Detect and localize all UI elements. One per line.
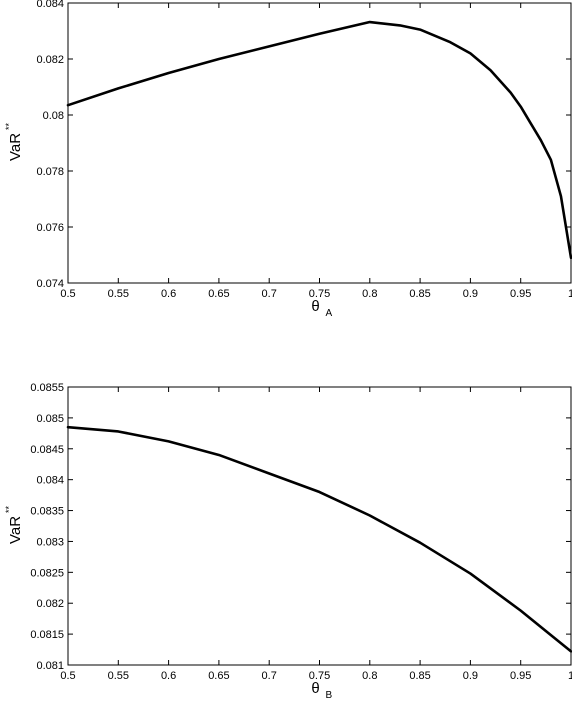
x-tick-label: 0.65 bbox=[208, 670, 229, 682]
y-tick-label: 0.081 bbox=[36, 660, 64, 672]
x-tick-label: 0.5 bbox=[60, 670, 75, 682]
y-tick-label: 0.08 bbox=[43, 110, 64, 122]
y-axis-label-superscript: ** bbox=[4, 505, 14, 513]
axes-frame bbox=[67, 386, 572, 666]
y-tick-label: 0.0835 bbox=[30, 506, 64, 518]
y-tick-label: 0.0825 bbox=[30, 567, 64, 579]
y-tick-label: 0.082 bbox=[36, 598, 64, 610]
x-axis-label-subscript: B bbox=[326, 690, 333, 701]
y-axis-label: VaR bbox=[7, 516, 24, 544]
y-tick-label: 0.082 bbox=[36, 54, 64, 66]
y-tick-label: 0.0855 bbox=[30, 382, 64, 394]
x-tick-label: 0.85 bbox=[409, 288, 430, 300]
y-tick-label: 0.0815 bbox=[30, 629, 64, 641]
x-axis-label-subscript: A bbox=[326, 308, 333, 319]
x-tick-label: 0.6 bbox=[161, 288, 176, 300]
x-tick-label: 0.65 bbox=[208, 288, 229, 300]
x-tick-label: 0.8 bbox=[362, 288, 377, 300]
x-tick-label: 0.9 bbox=[463, 670, 478, 682]
y-tick-label: 0.084 bbox=[36, 0, 64, 10]
y-tick-label: 0.076 bbox=[36, 222, 64, 234]
x-tick-label: 0.75 bbox=[309, 288, 330, 300]
y-tick-label: 0.078 bbox=[36, 166, 64, 178]
x-tick-label: 0.7 bbox=[262, 288, 277, 300]
plot-theta-b: 0.5 0.55 0.6 0.65 0.7 0.75 0.8 0.85 0.9 0.95 1 0.08… bbox=[4, 382, 572, 701]
x-tick-label: 0.5 bbox=[60, 288, 75, 300]
x-tick-label: 0.55 bbox=[108, 670, 129, 682]
x-tick-label: 0.95 bbox=[510, 670, 531, 682]
x-tick-label: 1 bbox=[568, 670, 572, 682]
x-axis-label: θ bbox=[311, 298, 319, 315]
y-tick-label: 0.085 bbox=[36, 413, 64, 425]
y-tick-label: 0.074 bbox=[36, 278, 64, 290]
y-axis-label-superscript: ** bbox=[4, 122, 14, 130]
x-tick-label: 0.9 bbox=[463, 288, 478, 300]
x-tick-label: 0.7 bbox=[262, 670, 277, 682]
plot-theta-a: 0.5 0.55 0.6 0.65 0.7 0.75 0.8 0.85 0.9 0.95 1 0.07… bbox=[4, 0, 572, 319]
x-tick-label: 0.95 bbox=[510, 288, 531, 300]
y-tick-label: 0.0845 bbox=[30, 444, 64, 456]
x-tick-label: 0.6 bbox=[161, 670, 176, 682]
x-tick-label: 0.75 bbox=[309, 670, 330, 682]
x-tick-label: 0.55 bbox=[108, 288, 129, 300]
y-tick-label: 0.083 bbox=[36, 536, 64, 548]
x-tick-label: 1 bbox=[568, 288, 572, 300]
series-line bbox=[66, 425, 572, 653]
x-tick-label: 0.85 bbox=[409, 670, 430, 682]
y-tick-label: 0.084 bbox=[36, 475, 64, 487]
series-line bbox=[66, 20, 572, 260]
y-axis-label: VaR bbox=[7, 133, 24, 161]
axes-frame bbox=[67, 2, 572, 284]
x-tick-label: 0.8 bbox=[362, 670, 377, 682]
x-axis-label: θ bbox=[311, 680, 319, 697]
